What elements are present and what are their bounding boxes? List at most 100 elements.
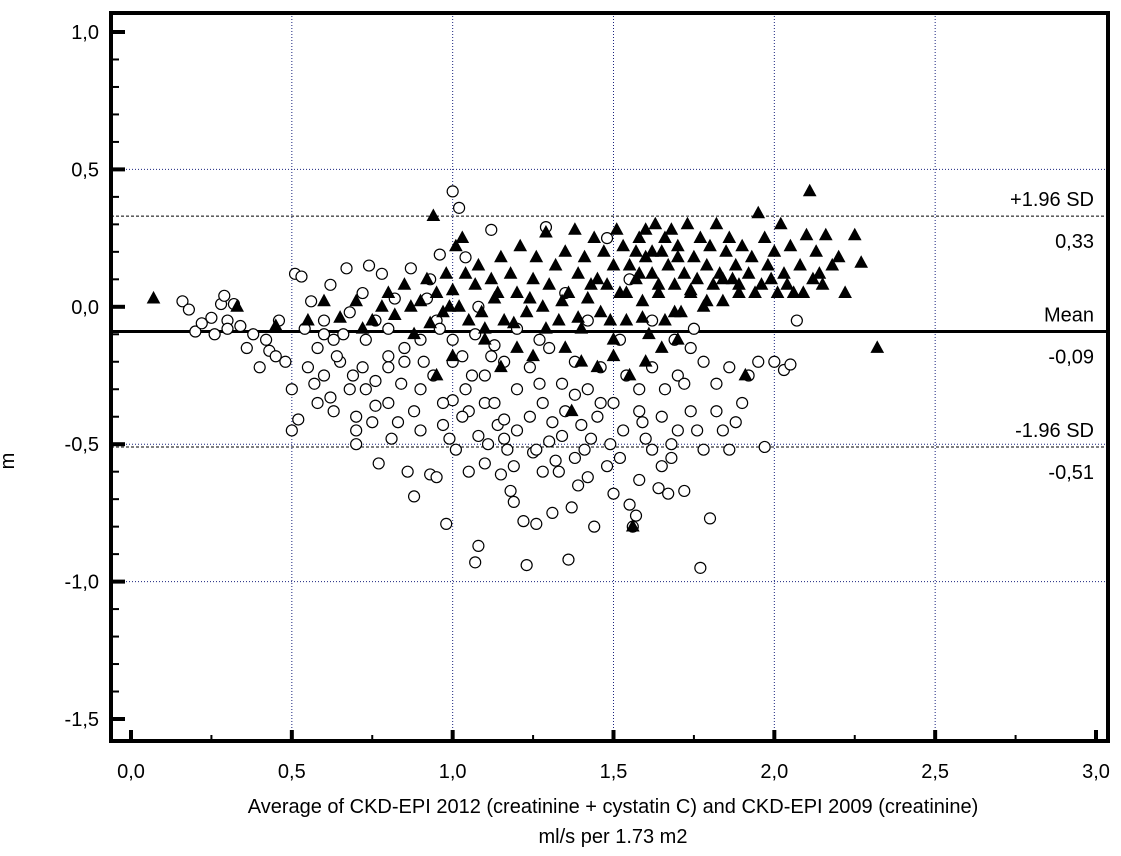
- triangle-point: [616, 238, 630, 252]
- triangle-point: [751, 205, 766, 219]
- circle-point: [369, 374, 382, 388]
- triangle-point: [651, 277, 666, 290]
- triangle-point: [535, 299, 550, 312]
- triangle-point: [786, 285, 801, 298]
- triangle-point: [744, 249, 759, 263]
- circle-point: [723, 443, 736, 456]
- triangle-point: [551, 312, 566, 326]
- triangle-point: [429, 285, 444, 298]
- circle-point: [285, 383, 298, 396]
- triangle-point: [564, 403, 579, 417]
- circle-point: [520, 559, 533, 572]
- circle-point: [205, 311, 218, 324]
- triangle-point: [571, 310, 585, 323]
- circle-point: [578, 443, 591, 456]
- triangle-point: [635, 293, 650, 307]
- circle-point: [523, 361, 536, 374]
- circle-point: [629, 509, 643, 522]
- circle-point: [343, 383, 356, 396]
- circle-point: [433, 248, 446, 261]
- triangle-point: [397, 277, 412, 290]
- triangle-point: [670, 249, 685, 263]
- circle-point: [398, 341, 411, 355]
- circle-point: [469, 556, 482, 569]
- triangle-point: [600, 277, 614, 290]
- triangle-point: [670, 332, 685, 345]
- triangle-point: [609, 222, 624, 235]
- reference-line-labels: +1.96 SD 0,33 Mean -0,09 -1.96 SD -0,51: [1010, 189, 1094, 484]
- circle-point: [639, 432, 652, 445]
- circle-point: [645, 314, 659, 327]
- circle-point: [575, 418, 588, 432]
- x-axis-unit: ml/s per 1.73 m2: [539, 826, 688, 848]
- triangle-point: [568, 222, 582, 235]
- triangle-point: [706, 277, 721, 290]
- triangle-point: [780, 277, 795, 290]
- triangle-point: [471, 257, 486, 271]
- triangle-point: [526, 348, 540, 362]
- triangle-point: [622, 257, 637, 271]
- triangle-point: [699, 257, 714, 271]
- circle-point: [572, 479, 585, 492]
- triangle-point: [635, 310, 650, 323]
- circle-point: [729, 416, 742, 429]
- circle-point: [613, 451, 627, 465]
- circle-point: [691, 424, 704, 437]
- circle-point: [305, 295, 318, 308]
- circle-point: [600, 232, 614, 245]
- triangle-point: [680, 216, 695, 230]
- x-tick-label: 3,0: [1082, 761, 1110, 783]
- circle-point: [350, 438, 363, 451]
- circle-point: [350, 410, 363, 423]
- circle-point: [234, 319, 247, 333]
- circle-point: [604, 438, 617, 451]
- circle-point: [485, 223, 498, 236]
- circle-point: [517, 515, 530, 528]
- circle-point: [366, 416, 379, 429]
- plot-frame: [109, 11, 1110, 743]
- ref-line-value: 0,33: [1055, 231, 1094, 253]
- circle-point: [530, 517, 543, 530]
- triangle-point: [632, 266, 647, 279]
- triangle-point: [687, 249, 701, 263]
- circle-point: [485, 350, 498, 363]
- triangle-point: [757, 230, 772, 243]
- circle-point: [430, 471, 443, 484]
- x-tick-label: 0,5: [278, 761, 306, 783]
- triangle-point: [317, 293, 331, 307]
- circle-point: [456, 410, 469, 423]
- circle-point: [633, 405, 646, 418]
- circle-point: [768, 355, 781, 368]
- circle-point: [498, 413, 511, 426]
- triangle-point: [802, 183, 817, 197]
- circle-point: [665, 438, 678, 451]
- circle-point: [546, 506, 559, 520]
- circle-point: [359, 333, 372, 346]
- circle-point: [658, 383, 672, 396]
- circle-point: [507, 460, 520, 473]
- triangle-point: [429, 367, 444, 381]
- circle-point: [382, 396, 395, 410]
- triangle-point: [558, 340, 573, 353]
- y-tick-label: -1,5: [65, 709, 99, 731]
- circle-point: [317, 314, 331, 327]
- circle-point: [507, 495, 520, 509]
- x-tick-label: 2,0: [760, 761, 788, 783]
- circle-point: [407, 490, 421, 503]
- circle-point: [736, 396, 749, 410]
- triangle-point: [461, 312, 476, 326]
- triangle-point: [301, 312, 315, 326]
- triangle-point: [854, 255, 869, 268]
- circle-point: [317, 369, 331, 382]
- circle-point: [710, 377, 723, 390]
- circle-point: [337, 328, 350, 341]
- circle-point: [375, 267, 388, 280]
- circle-point: [591, 410, 604, 423]
- circle-point: [417, 355, 430, 368]
- circle-point: [655, 460, 668, 473]
- circle-point: [176, 295, 189, 308]
- circle-point: [581, 471, 594, 484]
- circle-point: [662, 487, 675, 500]
- triangle-point: [632, 230, 647, 243]
